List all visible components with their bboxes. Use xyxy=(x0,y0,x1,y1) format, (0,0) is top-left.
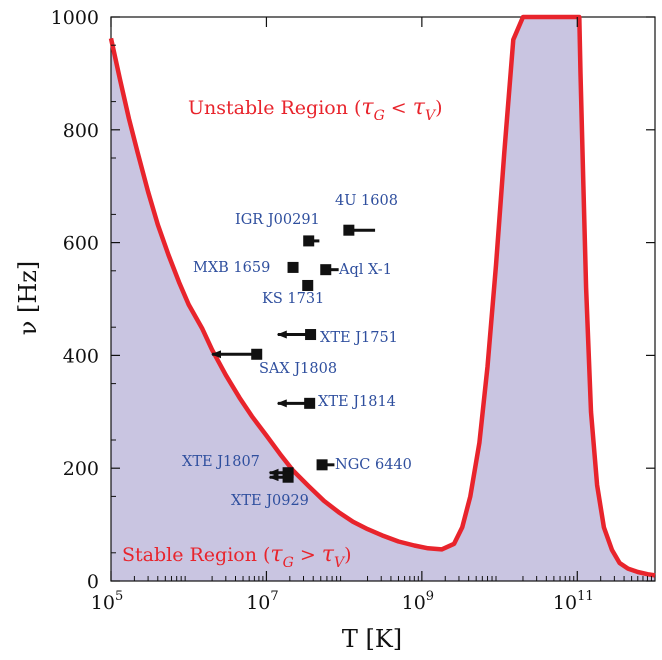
source-label: NGC 6440 xyxy=(335,457,412,473)
y-tick-label: 600 xyxy=(63,233,99,255)
source-label: XTE J0929 xyxy=(231,493,309,509)
source-label: XTE J1814 xyxy=(318,394,396,410)
boundary-curve xyxy=(108,14,656,578)
source-marker xyxy=(304,397,316,409)
y-tick-label: 400 xyxy=(63,345,99,367)
source-label: KS 1731 xyxy=(262,291,324,307)
x-tick-label: 107 xyxy=(246,589,278,614)
y-axis-title: ν [Hz] xyxy=(14,261,42,336)
source-marker xyxy=(320,264,332,276)
source-label: XTE J1751 xyxy=(320,330,398,346)
source-marker xyxy=(303,235,315,247)
stable-region-fill xyxy=(111,17,655,581)
y-tick-label: 800 xyxy=(63,120,99,142)
x-tick-label: 1011 xyxy=(553,589,594,614)
x-tick-label: 105 xyxy=(91,589,123,614)
source-label: Aql X-1 xyxy=(338,262,392,278)
source-marker xyxy=(343,224,355,236)
y-tick-label: 200 xyxy=(63,458,99,480)
source-label: SAX J1808 xyxy=(259,361,337,377)
source-marker xyxy=(251,348,263,360)
source-label: XTE J1807 xyxy=(182,454,260,470)
y-tick-label: 0 xyxy=(87,571,99,593)
source-marker xyxy=(302,279,314,291)
stable-region-label: Stable Region (τG > τV) xyxy=(122,542,352,571)
source-label: 4U 1608 xyxy=(335,193,398,209)
source-marker xyxy=(305,329,317,341)
x-tick-label: 109 xyxy=(402,589,434,614)
source-marker xyxy=(316,459,328,471)
plot-frame xyxy=(110,16,656,582)
source-label: MXB 1659 xyxy=(193,260,270,276)
y-tick-label: 1000 xyxy=(51,7,99,29)
source-marker xyxy=(282,471,294,483)
source-marker xyxy=(287,261,299,273)
source-label: IGR J00291 xyxy=(235,212,320,228)
x-axis-title: T [K] xyxy=(342,625,402,653)
unstable-region-label: Unstable Region (τG < τV) xyxy=(188,95,442,124)
